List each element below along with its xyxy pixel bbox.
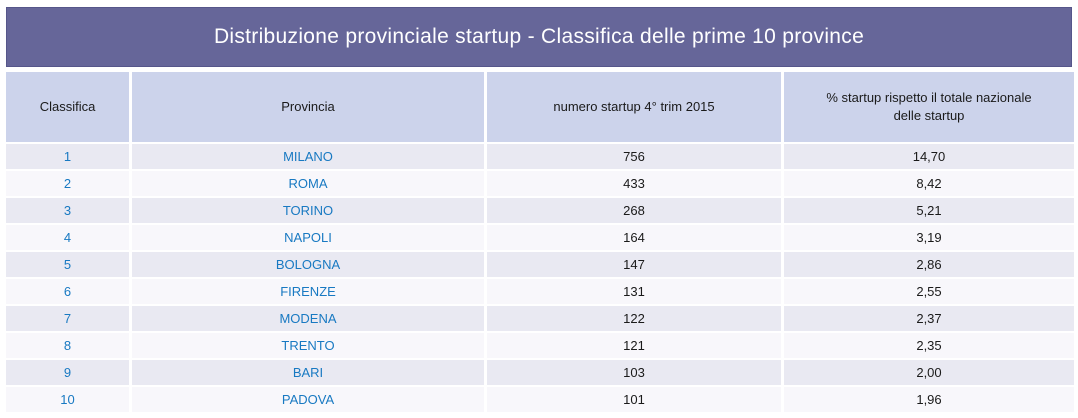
- column-header-provincia: Provincia: [132, 72, 484, 142]
- startup-count-cell: 103: [487, 360, 781, 385]
- province-cell: ROMA: [132, 171, 484, 196]
- column-header-numero-startup: numero startup 4° trim 2015: [487, 72, 781, 142]
- rank-cell: 6: [6, 279, 129, 304]
- startup-count-cell: 147: [487, 252, 781, 277]
- rank-cell: 1: [6, 144, 129, 169]
- ranking-table: Classifica Provincia numero startup 4° t…: [6, 72, 1074, 412]
- column-header-classifica: Classifica: [6, 72, 129, 142]
- province-cell: TORINO: [132, 198, 484, 223]
- startup-count-cell: 268: [487, 198, 781, 223]
- rank-cell: 2: [6, 171, 129, 196]
- page-title: Distribuzione provinciale startup - Clas…: [213, 25, 865, 48]
- province-cell: TRENTO: [132, 333, 484, 358]
- rank-cell: 9: [6, 360, 129, 385]
- startup-count-cell: 164: [487, 225, 781, 250]
- startup-percent-cell: 2,00: [784, 360, 1074, 385]
- province-cell: FIRENZE: [132, 279, 484, 304]
- startup-percent-cell: 2,55: [784, 279, 1074, 304]
- startup-percent-cell: 2,37: [784, 306, 1074, 331]
- province-cell: BARI: [132, 360, 484, 385]
- rank-cell: 3: [6, 198, 129, 223]
- rank-cell: 5: [6, 252, 129, 277]
- startup-count-cell: 101: [487, 387, 781, 412]
- startup-count-cell: 433: [487, 171, 781, 196]
- startup-count-cell: 131: [487, 279, 781, 304]
- startup-percent-cell: 1,96: [784, 387, 1074, 412]
- province-cell: NAPOLI: [132, 225, 484, 250]
- province-cell: MODENA: [132, 306, 484, 331]
- title-bar: Distribuzione provinciale startup - Clas…: [6, 7, 1072, 67]
- rank-cell: 4: [6, 225, 129, 250]
- startup-count-cell: 756: [487, 144, 781, 169]
- startup-percent-cell: 2,86: [784, 252, 1074, 277]
- column-header-percent-startup: % startup rispetto il totale nazionale d…: [784, 72, 1074, 142]
- startup-percent-cell: 3,19: [784, 225, 1074, 250]
- rank-cell: 7: [6, 306, 129, 331]
- startup-count-cell: 122: [487, 306, 781, 331]
- startup-percent-cell: 8,42: [784, 171, 1074, 196]
- province-cell: BOLOGNA: [132, 252, 484, 277]
- rank-cell: 8: [6, 333, 129, 358]
- startup-count-cell: 121: [487, 333, 781, 358]
- province-cell: PADOVA: [132, 387, 484, 412]
- province-cell: MILANO: [132, 144, 484, 169]
- startup-percent-cell: 5,21: [784, 198, 1074, 223]
- startup-percent-cell: 14,70: [784, 144, 1074, 169]
- rank-cell: 10: [6, 387, 129, 412]
- startup-percent-cell: 2,35: [784, 333, 1074, 358]
